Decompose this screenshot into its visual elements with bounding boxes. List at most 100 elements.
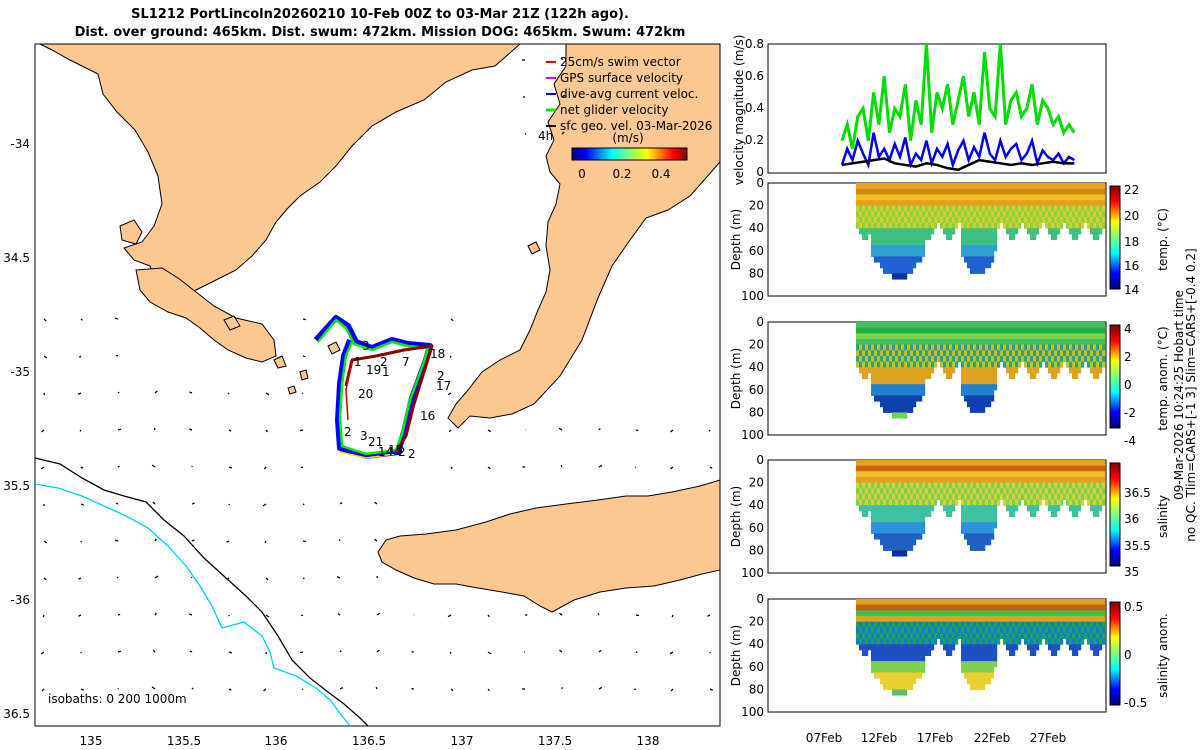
section-cell bbox=[1060, 327, 1064, 334]
section-cell bbox=[877, 638, 881, 645]
section-cell bbox=[1096, 216, 1100, 224]
section-cell bbox=[916, 615, 920, 623]
section-cell bbox=[1072, 499, 1076, 506]
section-cell bbox=[1045, 493, 1049, 501]
surface-vector bbox=[299, 651, 304, 654]
section-cell bbox=[1090, 361, 1094, 368]
section-cell bbox=[967, 644, 971, 651]
section-cell bbox=[1048, 621, 1052, 628]
section-cell bbox=[1090, 471, 1094, 478]
section-cell bbox=[862, 505, 866, 512]
section-cell bbox=[991, 493, 995, 501]
section-cell bbox=[985, 471, 989, 478]
section-cell bbox=[1042, 205, 1046, 212]
isobath-200m bbox=[35, 457, 369, 726]
section-cell bbox=[874, 482, 878, 489]
section-cell bbox=[1090, 644, 1094, 651]
section-cell bbox=[1039, 465, 1043, 472]
section-cell bbox=[913, 632, 917, 640]
section-cell bbox=[916, 666, 920, 673]
section-cell bbox=[1069, 355, 1073, 363]
section-cell bbox=[1072, 632, 1076, 640]
section-cell bbox=[1027, 355, 1031, 363]
section-cell bbox=[991, 239, 995, 246]
section-cell bbox=[964, 199, 968, 207]
section-cell bbox=[859, 493, 863, 501]
section-cell bbox=[865, 493, 869, 501]
section-cell bbox=[1045, 621, 1049, 628]
surface-vector bbox=[559, 612, 563, 616]
section-cell bbox=[910, 649, 914, 656]
section-cell bbox=[865, 361, 869, 368]
section-cell bbox=[931, 476, 935, 484]
section-cell bbox=[988, 615, 992, 623]
section-cell bbox=[991, 627, 995, 634]
section-cell bbox=[931, 599, 935, 606]
section-cell bbox=[886, 610, 890, 617]
section-cell bbox=[1030, 338, 1034, 346]
section-cell bbox=[976, 245, 980, 252]
section-cell bbox=[973, 644, 977, 651]
section-cell bbox=[985, 476, 989, 484]
section-cell bbox=[1051, 322, 1055, 329]
section-cell bbox=[946, 638, 950, 645]
section-cell bbox=[979, 199, 983, 207]
section-cell bbox=[895, 476, 899, 484]
surface-vector bbox=[301, 688, 304, 691]
section-cell bbox=[1081, 627, 1085, 634]
section-cell bbox=[889, 482, 893, 489]
colorbar-tick: 35.5 bbox=[1124, 539, 1151, 553]
section-cell bbox=[982, 683, 986, 690]
surface-vector bbox=[265, 429, 268, 433]
section-cell bbox=[1030, 350, 1034, 357]
section-cell bbox=[994, 505, 998, 512]
velocity-series-net-glider-velocity bbox=[840, 44, 1076, 150]
section-cell bbox=[925, 350, 929, 357]
section-cell bbox=[964, 245, 968, 252]
section-cell bbox=[913, 211, 917, 218]
section-cell bbox=[943, 333, 947, 340]
section-cell bbox=[961, 510, 965, 517]
section-cell bbox=[970, 333, 974, 340]
surface-vector bbox=[78, 577, 82, 580]
section-cell bbox=[931, 228, 935, 235]
section-cell bbox=[1099, 228, 1103, 235]
section-cell bbox=[868, 211, 872, 218]
section-cell bbox=[994, 649, 998, 656]
section-cell bbox=[1057, 505, 1061, 512]
section-cell bbox=[946, 505, 950, 512]
section-cell bbox=[1069, 367, 1073, 374]
section-cell bbox=[925, 199, 929, 207]
section-cell bbox=[952, 610, 956, 617]
section-cell bbox=[1030, 649, 1034, 656]
section-cell bbox=[874, 649, 878, 656]
map-y-tick: 36.5 bbox=[3, 707, 30, 721]
section-cell bbox=[976, 493, 980, 501]
section-cell bbox=[1093, 199, 1097, 207]
surface-vector bbox=[40, 651, 45, 655]
section-cell bbox=[991, 615, 995, 623]
section-cell bbox=[1051, 476, 1055, 484]
section-cell bbox=[964, 610, 968, 617]
section-cell bbox=[901, 499, 905, 506]
section-cell bbox=[1045, 482, 1049, 489]
section-cell bbox=[991, 510, 995, 517]
section-cell bbox=[1069, 460, 1073, 467]
section-cell bbox=[1012, 649, 1016, 656]
section-cell bbox=[1078, 482, 1082, 489]
section-cell bbox=[901, 239, 905, 246]
section-cell bbox=[1051, 199, 1055, 207]
section-cell bbox=[904, 188, 908, 195]
section-cell bbox=[1096, 233, 1100, 240]
section-cell bbox=[1015, 211, 1019, 218]
section-cell bbox=[883, 539, 887, 546]
section-cell bbox=[922, 632, 926, 640]
section-cell bbox=[949, 188, 953, 195]
section-cell bbox=[895, 649, 899, 656]
section-cell bbox=[895, 661, 899, 668]
section-cell bbox=[1015, 499, 1019, 506]
section-cell bbox=[883, 488, 887, 495]
section-cell bbox=[1093, 228, 1097, 235]
section-cell bbox=[943, 638, 947, 645]
section-cell bbox=[862, 610, 866, 617]
